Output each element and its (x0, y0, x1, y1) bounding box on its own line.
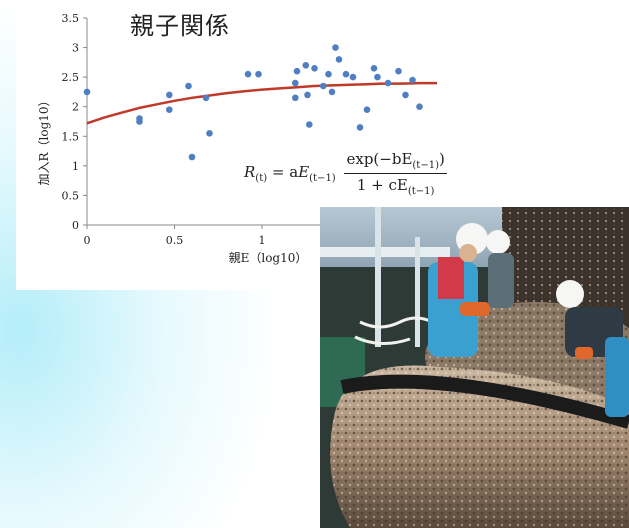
data-point (384, 79, 392, 87)
formula-denominator: 1 + cE(t−1) (356, 176, 435, 197)
data-point (166, 91, 173, 99)
formula-numerator: exp(−bE(t−1)) (344, 150, 447, 174)
x-tick-label: 0.5 (166, 234, 184, 247)
data-point (304, 91, 311, 99)
data-point (409, 76, 416, 84)
data-point (395, 67, 402, 75)
data-point (188, 153, 196, 161)
railing-post (375, 207, 381, 347)
data-point (83, 88, 91, 96)
y-tick-label: 2 (72, 101, 79, 114)
railing-post-2 (415, 237, 420, 347)
data-point (306, 121, 313, 128)
data-point (255, 70, 262, 78)
data-point (136, 118, 143, 125)
y-tick-label: 1 (72, 160, 79, 173)
data-point (402, 91, 409, 99)
y-tick-label: 1.5 (62, 130, 80, 143)
worker-middle (486, 230, 514, 308)
formula-fraction: exp(−bE(t−1)) 1 + cE(t−1) (344, 150, 447, 197)
data-point (332, 44, 339, 51)
y-tick-label: 0.5 (62, 189, 80, 202)
formula: R(t) = aE(t−1) exp(−bE(t−1)) 1 + cE(t−1) (244, 150, 447, 197)
data-point (166, 106, 173, 113)
y-tick-label: 3 (72, 42, 79, 55)
y-axis-label: 加入R（log10） (37, 94, 51, 185)
chart-title: 親子関係 (130, 12, 230, 40)
y-tick-label: 2.5 (62, 71, 80, 84)
fit-curve (86, 81, 437, 125)
data-point (416, 103, 423, 110)
worker-left (428, 223, 490, 357)
data-point (292, 79, 299, 87)
data-point (311, 65, 318, 72)
data-point (328, 88, 336, 96)
data-point (244, 70, 252, 78)
data-point (206, 130, 213, 137)
x-tick-label: 0 (84, 234, 91, 247)
data-point (356, 124, 364, 131)
data-points-layer (83, 44, 423, 161)
data-point (335, 56, 343, 63)
fishing-boat-photo (320, 207, 629, 528)
scatter-chart: 00.511.522.533.500.511.5 加入R（log10） 親E（l… (37, 12, 437, 265)
data-point (320, 82, 327, 90)
formula-lhs: R(t) = aE(t−1) (244, 163, 336, 184)
data-point (292, 94, 299, 102)
y-tick-label: 3.5 (62, 12, 80, 25)
data-point (185, 82, 192, 90)
data-point (363, 106, 371, 113)
data-point (342, 70, 350, 78)
boat-railing (320, 247, 450, 257)
data-point (302, 62, 310, 69)
black-strap (340, 374, 629, 429)
x-axis-label: 親E（log10） (229, 251, 308, 265)
x-tick-label: 1 (259, 234, 266, 247)
fit-curve-layer (86, 81, 437, 125)
y-tick-label: 0 (72, 219, 79, 232)
data-point (293, 67, 301, 75)
data-point (370, 65, 378, 72)
worker-right (556, 280, 629, 417)
data-point (349, 73, 357, 81)
data-point (374, 73, 381, 81)
data-point (325, 70, 332, 78)
tick-labels-layer: 00.511.522.533.500.511.5 (62, 12, 359, 247)
data-point (202, 94, 210, 102)
